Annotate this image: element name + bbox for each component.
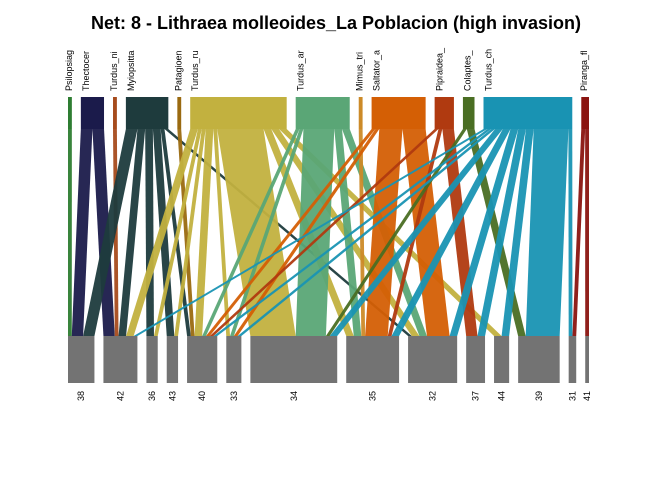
link-Turdus_ru-34	[217, 129, 296, 336]
bottom-node-label: 37	[471, 391, 481, 401]
link-Turdus_ch-40	[213, 129, 492, 336]
link-Turdus_ch-39	[525, 129, 569, 336]
top-node-label: Turdus_ar	[296, 50, 306, 91]
link-Piranga_fl-41	[585, 129, 589, 336]
link-Turdus_ch-37	[477, 129, 526, 336]
bottom-node-label: 43	[167, 391, 177, 401]
top-node-label: Thectocer	[81, 51, 91, 91]
top-node-Colaptes_	[462, 97, 475, 129]
link-Turdus_ch-33	[237, 129, 496, 336]
top-nodes-layer: Psilopsiag Thectocer Turdus_ni Myiopsitta Pa…	[64, 47, 589, 129]
link-Turdus_ru-36	[153, 129, 202, 336]
top-node-label: Myiopsitta	[126, 50, 136, 91]
top-node-label: Pipraidea_	[435, 47, 445, 91]
bottom-node-43	[166, 336, 179, 383]
top-node-Turdus_ru	[190, 97, 287, 129]
link-Turdus_ru-43	[174, 129, 206, 336]
bottom-node-34	[250, 336, 338, 383]
top-node-label: Turdus_ru	[190, 50, 200, 91]
top-node-label: Psilopsiag	[64, 50, 74, 91]
bottom-node-label: 32	[428, 391, 438, 401]
chart-title: Net: 8 - Lithraea molleoides_La Poblacio…	[91, 13, 581, 33]
top-node-Mimus_tri	[358, 97, 363, 129]
link-Turdus_ar-40	[202, 129, 300, 336]
link-Turdus_ru-42	[126, 129, 198, 336]
link-Turdus_ar-34	[295, 129, 335, 336]
bottom-node-32	[408, 336, 458, 383]
top-node-Psilopsiag	[68, 97, 72, 129]
top-node-label: Turdus_ch	[484, 49, 494, 91]
bottom-node-label: 36	[147, 391, 157, 401]
link-Piranga_fl-31	[572, 129, 586, 336]
bottom-node-label: 40	[197, 391, 207, 401]
bottom-node-label: 34	[289, 391, 299, 401]
link-Turdus_ch-31	[568, 129, 573, 336]
bottom-node-37	[466, 336, 486, 383]
top-node-Turdus_ar	[295, 97, 350, 129]
top-node-Turdus_ni	[113, 97, 117, 129]
link-Turdus_ru-40	[194, 129, 214, 336]
bottom-node-35	[346, 336, 400, 383]
top-node-Piranga_fl	[581, 97, 589, 129]
bottom-node-label: 33	[229, 391, 239, 401]
link-Thectocer-42	[92, 129, 115, 336]
link-Myiopsitta-36	[145, 129, 154, 336]
top-node-label: Saltator_a	[372, 50, 382, 91]
bottom-node-label: 38	[76, 391, 86, 401]
link-Thectocer-38	[71, 129, 93, 336]
top-node-Turdus_ch	[483, 97, 573, 129]
links-layer	[68, 129, 589, 336]
top-node-label: Turdus_ni	[109, 51, 119, 91]
top-node-label: Colaptes_	[463, 49, 473, 91]
link-Psilopsiag-38	[68, 129, 72, 336]
link-Turdus_ch-42	[133, 129, 488, 336]
link-Turdus_ch-44	[501, 129, 534, 336]
bottom-node-38	[68, 336, 95, 383]
link-Pipraidea_-40	[209, 129, 439, 336]
bottom-node-36	[146, 336, 158, 383]
bottom-node-31	[568, 336, 577, 383]
bottom-node-39	[518, 336, 560, 383]
link-Saltator_a-33	[233, 129, 380, 336]
link-Turdus_ch-35	[391, 129, 511, 336]
link-Myiopsitta-42	[118, 129, 146, 336]
bottom-node-42	[103, 336, 138, 383]
top-node-Patagioen	[177, 97, 182, 129]
bottom-node-41	[585, 336, 589, 383]
bottom-node-label: 44	[497, 391, 507, 401]
bottom-node-40	[187, 336, 218, 383]
link-Saltator_a-40	[205, 129, 376, 336]
link-Saltator_a-32	[402, 129, 450, 336]
top-node-Saltator_a	[371, 97, 426, 129]
top-node-label: Piranga_fl	[579, 50, 589, 91]
bottom-node-label: 41	[582, 391, 592, 401]
link-Myiopsitta-38	[83, 129, 138, 336]
bottom-node-label: 35	[368, 391, 378, 401]
top-node-label: Patagioen	[173, 50, 183, 91]
link-Turdus_ch-34	[329, 129, 503, 336]
bottom-node-label: 31	[567, 391, 577, 401]
bottom-node-33	[226, 336, 242, 383]
link-Turdus_ch-32	[449, 129, 519, 336]
top-node-label: Mimus_tri	[355, 52, 365, 91]
top-node-Thectocer	[80, 97, 105, 129]
bottom-node-label: 39	[534, 391, 544, 401]
top-node-Myiopsitta	[125, 97, 169, 129]
top-node-Pipraidea_	[434, 97, 454, 129]
bottom-node-label: 42	[115, 391, 125, 401]
bottom-node-44	[494, 336, 510, 383]
bottom-nodes-layer: 38 42 36 43 40 33 34 35 32 37 44 39 31 41	[68, 336, 592, 401]
